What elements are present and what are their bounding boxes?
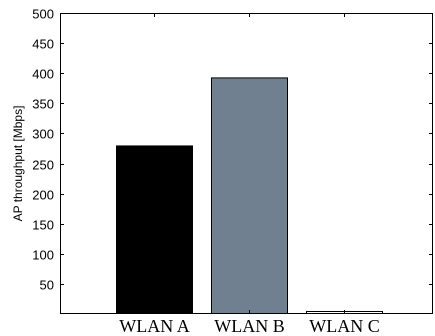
y-tick-label: 100 — [32, 248, 54, 263]
y-tick-label: 150 — [32, 218, 54, 233]
y-tick-labels: 50 100 150 200 250 300 350 400 450 500 — [32, 7, 54, 293]
bar-wlan-a — [116, 145, 193, 314]
x-tick-label: WLAN A — [119, 316, 190, 336]
y-tick-label: 350 — [32, 97, 54, 112]
bar-wlan-b — [211, 77, 288, 314]
x-tick-label: WLAN B — [214, 316, 285, 336]
y-tick-label: 450 — [32, 37, 54, 52]
y-tick-label: 400 — [32, 67, 54, 82]
y-tick-label: 50 — [40, 278, 54, 293]
y-axis-label: AP throughput [Mbps] — [11, 106, 25, 222]
plot-frame — [60, 13, 433, 314]
y-tick-label: 200 — [32, 188, 54, 203]
y-tick-label: 500 — [32, 7, 54, 22]
bars — [116, 13, 383, 314]
x-tick-label: WLAN C — [309, 316, 380, 336]
x-tick-labels: WLAN A WLAN B WLAN C — [119, 316, 380, 336]
y-tick-label: 300 — [32, 127, 54, 142]
y-tick-label: 250 — [32, 158, 54, 173]
